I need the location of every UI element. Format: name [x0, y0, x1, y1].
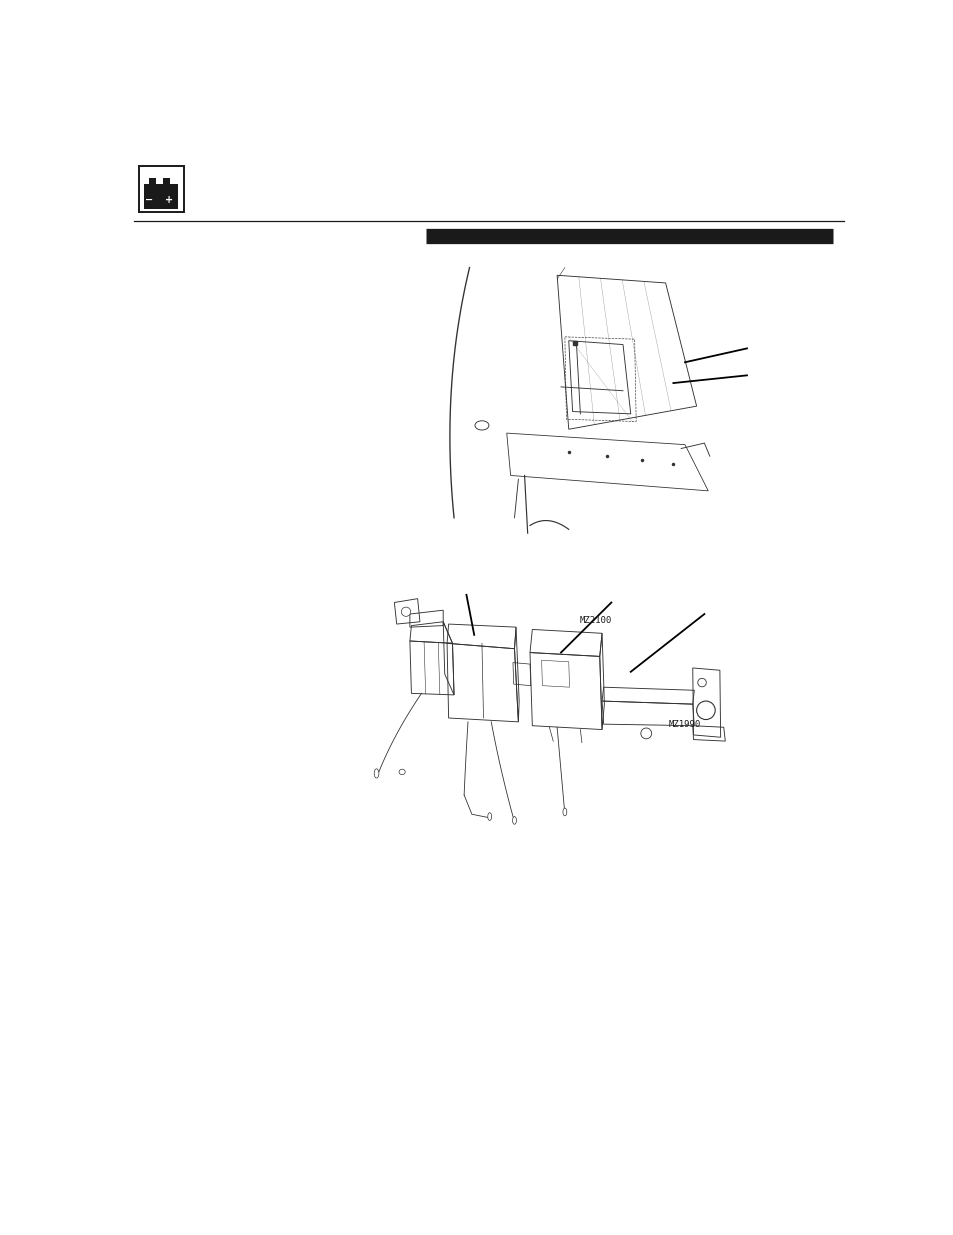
Text: −: −	[145, 195, 152, 205]
Ellipse shape	[512, 816, 516, 824]
Bar	[144, 184, 178, 209]
Text: MZ2100: MZ2100	[579, 616, 611, 625]
Circle shape	[640, 727, 651, 739]
Ellipse shape	[487, 813, 491, 820]
Circle shape	[401, 608, 410, 616]
Ellipse shape	[374, 769, 378, 778]
Text: MZ1990: MZ1990	[668, 720, 700, 729]
Ellipse shape	[562, 808, 566, 816]
Bar	[138, 165, 183, 212]
Text: +: +	[165, 195, 172, 205]
Ellipse shape	[398, 769, 405, 774]
Bar	[162, 178, 170, 184]
Circle shape	[697, 678, 705, 687]
Ellipse shape	[475, 421, 489, 430]
Circle shape	[696, 701, 715, 720]
Bar	[149, 178, 155, 184]
